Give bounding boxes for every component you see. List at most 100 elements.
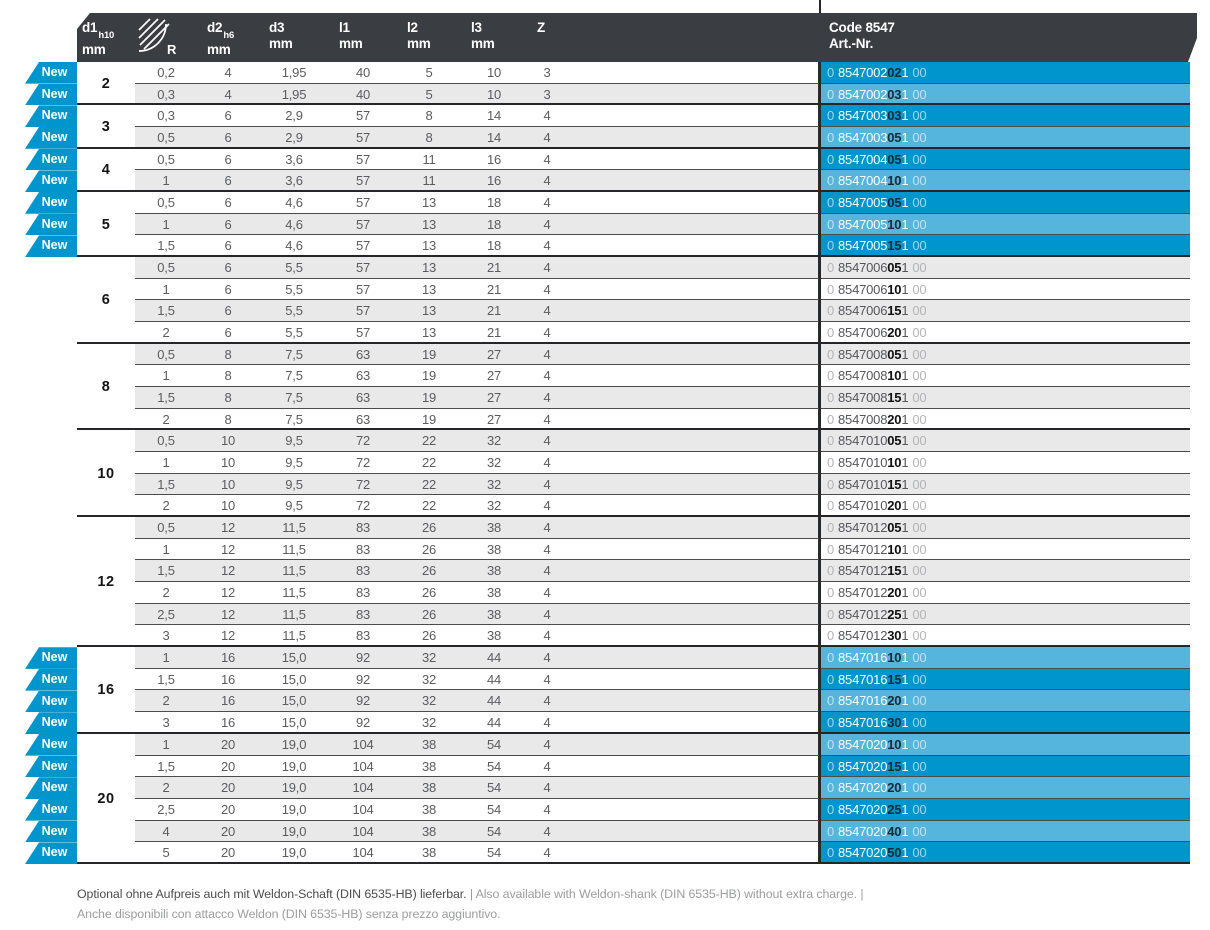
cell-spacer [567,582,820,604]
article-number-segment: 10 [887,650,902,666]
article-number-cell: 0 8547005051 00 [818,192,1190,214]
cell-spacer [567,300,820,322]
cell-d3: 9,5 [285,433,303,449]
cell-r: 1 [162,541,170,557]
article-number-cell: 0 8547016301 00 [818,712,1190,734]
cell-z: 4 [543,780,551,796]
cell-z: 4 [543,173,551,189]
size-group: 3 0,3 6 2,9 57 8 14 4 0 8547003031 00 0,5 6 2,9 57 8 14 4… [77,105,1190,150]
cell-z: 4 [543,151,551,167]
cell-d2: 6 [224,281,232,297]
article-number-segment: 0 [827,130,835,146]
cell-r: 0,5 [157,346,175,362]
d1-group-label: 4 [101,162,111,179]
cell-spacer [567,105,820,127]
article-number-segment: 1 [901,758,909,774]
corner-radius-icon: R [131,18,177,58]
table-row: 2 20 19,0 104 38 54 4 0 8547020201 00 [77,777,1190,799]
column-header-l1: l1 mm [339,20,363,51]
cell-l2: 26 [421,541,437,557]
cell-l2: 22 [421,476,437,492]
article-number-segment: 0 [827,628,835,644]
cell-spacer [567,842,820,864]
footer-text: Anche disponibili con attacco Weldon (DI… [77,907,501,921]
table-row: 2 12 11,5 83 26 38 4 0 8547012201 00 [77,582,1190,604]
column-header-d1-label: d1h10 [82,20,115,41]
cell-l1: 72 [355,433,371,449]
cell-l3: 38 [486,628,502,644]
cell-d3: 3,6 [285,173,303,189]
cell-l3: 38 [486,606,502,622]
cell-d3: 7,5 [285,390,303,406]
article-number-cell: 0 8547006151 00 [818,300,1190,323]
table-row: 1 20 19,0 104 38 54 4 0 8547020101 00 [77,733,1190,756]
cell-l3: 44 [486,671,502,687]
cell-l1: 57 [355,325,371,341]
size-group: 10 0,5 10 9,5 72 22 32 4 0 8547010051 00 1 10 9,5 72 22… [77,430,1190,518]
table-row: 0,5 8 7,5 63 19 27 4 0 8547008051 00 [77,343,1190,366]
d1-group-label: 5 [101,216,111,233]
cell-l3: 38 [486,520,502,536]
cell-d2: 20 [220,823,236,839]
table-row: 0,3 4 1,95 40 5 10 3 0 8547002031 00 [77,83,1190,106]
article-number-segment: 8547003 [838,108,888,124]
cell-spacer [567,214,820,236]
article-number-cell: 0 8547002031 00 [818,83,1190,106]
article-number-segment: 0 [827,498,835,514]
cell-l2: 38 [421,736,437,752]
cell-l2: 38 [421,801,437,817]
article-number-segment: 10 [887,541,902,557]
article-number-segment: 05 [887,433,902,449]
article-number-segment: 00 [912,151,927,167]
article-number-segment: 1 [901,563,909,579]
cell-d3: 9,5 [285,476,303,492]
article-number-segment: 0 [827,541,835,557]
article-number-cell: 0 8547012151 00 [818,560,1190,583]
cell-l1: 104 [352,758,374,774]
cell-r: 0,5 [157,433,175,449]
cell-l2: 38 [421,780,437,796]
table-row: 0,2 4 1,95 40 5 10 3 0 8547002021 00 [77,62,1190,84]
cell-l3: 32 [486,476,502,492]
article-number-segment: 0 [827,151,835,167]
cell-l1: 92 [355,650,371,666]
article-number-segment: 0 [827,455,835,471]
new-badge: New [25,668,77,691]
cell-d2: 6 [224,303,232,319]
article-number-segment: 8547004 [838,173,888,189]
cell-d2: 8 [224,390,232,406]
article-number-segment: 00 [912,173,927,189]
article-number-segment: 00 [912,216,927,232]
article-number-cell: 0 8547020251 00 [818,798,1190,821]
cell-z: 4 [543,195,551,211]
cell-z: 4 [543,671,551,687]
size-group: 12 0,5 12 11,5 83 26 38 4 0 8547012051 00 1 12 11,5 83… [77,517,1190,648]
article-number-segment: 20 [887,693,902,709]
cell-l1: 57 [355,195,371,211]
cell-r: 1 [162,216,170,232]
article-number-cell: 0 8547005151 00 [818,235,1190,258]
article-number-segment: 8547020 [838,845,888,861]
article-number-segment: 1 [901,606,909,622]
cell-l3: 27 [486,368,502,384]
article-number-segment: 8547012 [838,606,888,622]
article-number-segment: 8547005 [838,216,888,232]
cell-d2: 6 [224,238,232,254]
article-number-segment: 30 [887,715,902,731]
new-badge: New [25,105,77,128]
article-number-segment: 00 [912,715,927,731]
article-number-segment: 00 [912,563,927,579]
table-row: 0,5 6 2,9 57 8 14 4 0 8547003051 00 [77,127,1190,149]
new-badge: New [25,777,77,799]
article-number-segment: 0 [827,260,835,276]
cell-l3: 27 [486,346,502,362]
new-badge: New [25,170,77,193]
new-badge: New [25,235,77,258]
article-number-segment: 00 [912,476,927,492]
article-number-segment: 50 [887,845,902,861]
article-number-cell: 0 8547020501 00 [818,842,1190,864]
cell-r: 2 [162,411,170,427]
table-row: 2,5 12 11,5 83 26 38 4 0 8547012251 00 [77,603,1190,626]
cell-d2: 16 [220,715,236,731]
article-number-segment: 00 [912,758,927,774]
